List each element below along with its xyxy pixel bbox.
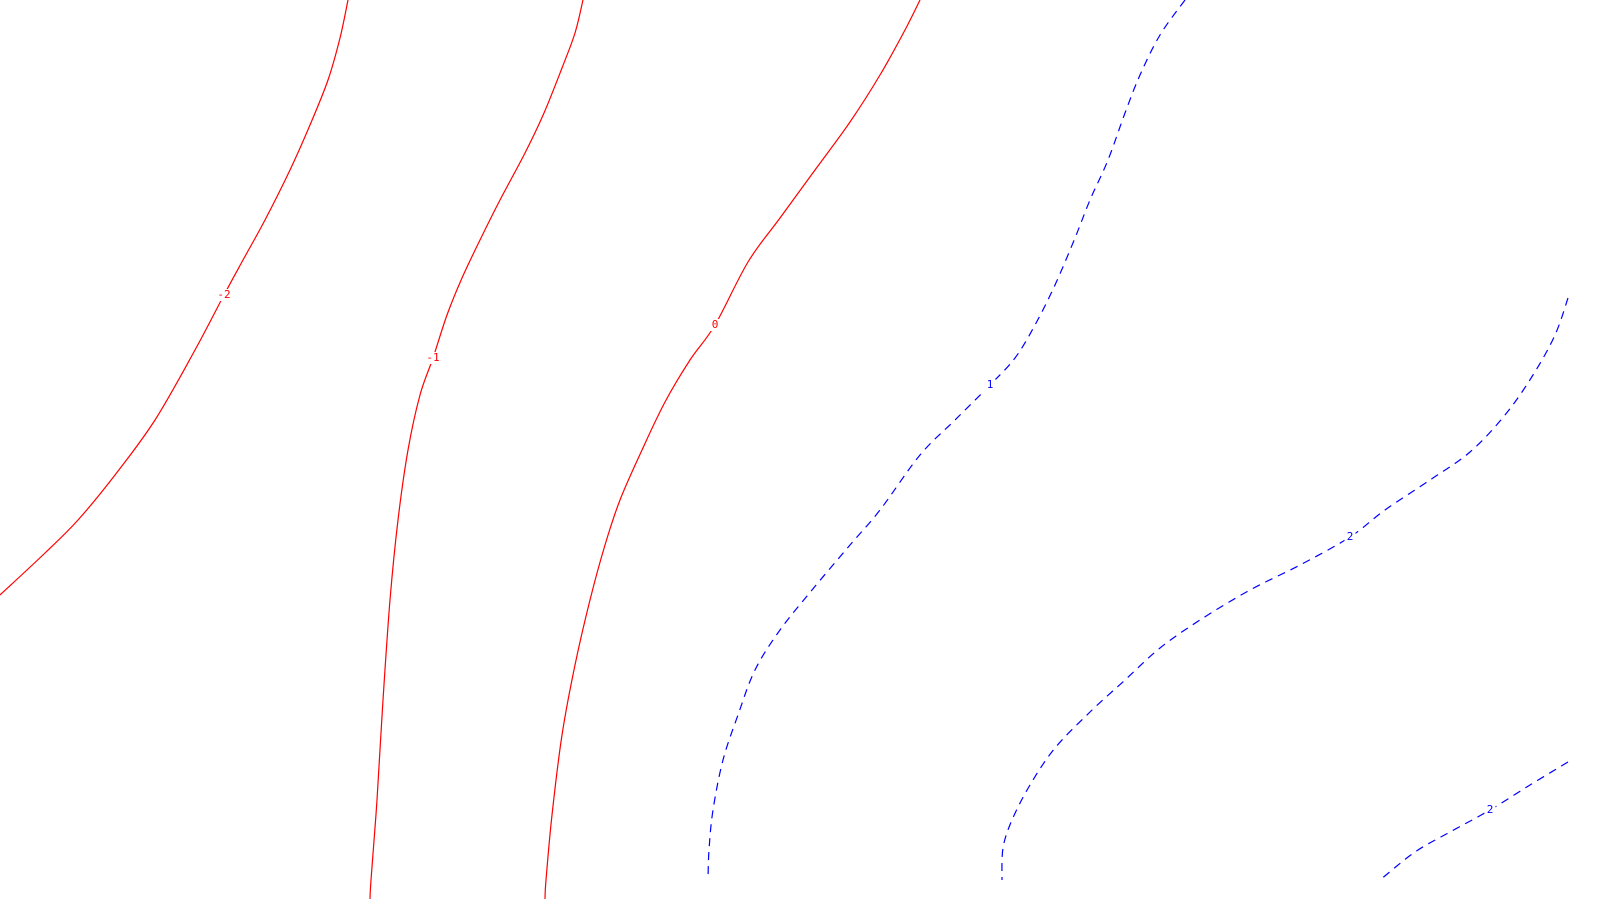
contour-label-background <box>424 352 442 364</box>
contour-label-background <box>984 379 996 391</box>
contour-line-level-2-5 <box>1379 761 1569 881</box>
contour-label-0: 0 <box>712 318 719 331</box>
contour-label-background <box>1484 804 1496 816</box>
contour-label-neg1: -1 <box>426 351 439 364</box>
contour-label-background <box>709 319 721 331</box>
contour-line-level-neg1-1 <box>369 0 584 900</box>
contour-label-background <box>215 289 233 301</box>
contour-labels: -2 -1 0 1 2 2 <box>215 288 1496 816</box>
contour-label-background <box>1344 531 1356 543</box>
contour-line-level-1-3 <box>707 0 1186 881</box>
contour-label-neg2: -2 <box>217 288 230 301</box>
contour-label-2: 2 <box>1487 803 1494 816</box>
contour-line-level-0-2 <box>544 0 921 900</box>
contour-label-1: 1 <box>987 378 994 391</box>
contour-label-2: 2 <box>1347 530 1354 543</box>
contour-line-level-neg2-0 <box>0 0 349 596</box>
contour-line-level-2-4 <box>1001 297 1569 881</box>
